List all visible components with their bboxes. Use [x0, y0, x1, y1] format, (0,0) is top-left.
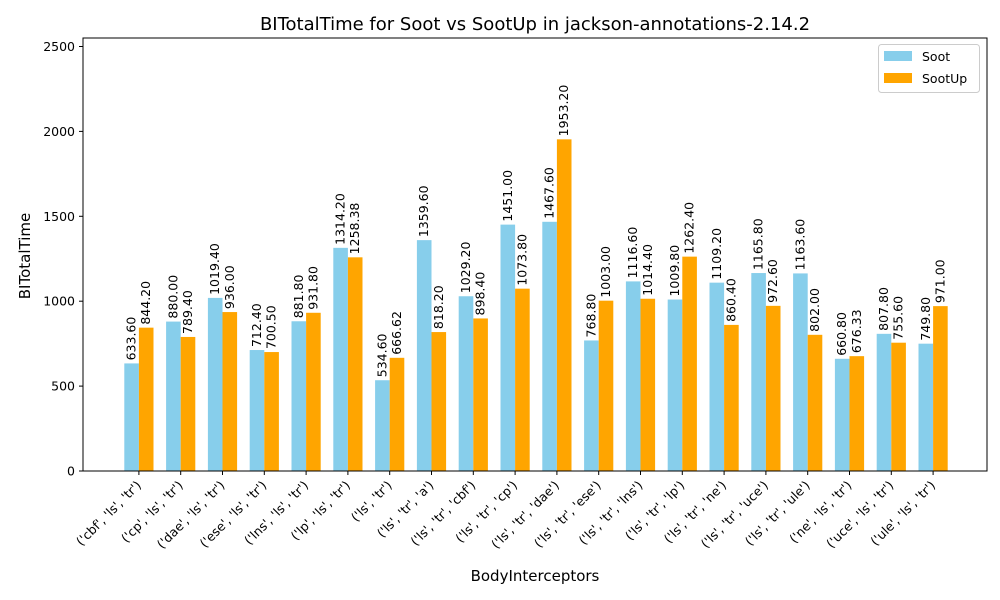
bar-sootup-7 — [431, 332, 447, 471]
bar-soot-0 — [124, 363, 139, 471]
data-label-soot-0: 633.60 — [124, 317, 139, 361]
bar-soot-14 — [709, 282, 725, 471]
data-label-sootup-5: 1258.38 — [347, 203, 362, 255]
bar-soot-16 — [793, 273, 808, 471]
data-label-soot-18: 807.80 — [876, 287, 891, 331]
bar-sootup-8 — [473, 318, 488, 471]
data-label-sootup-18: 755.60 — [891, 296, 906, 340]
bar-sootup-9 — [515, 288, 530, 471]
data-label-sootup-12: 1014.40 — [640, 244, 655, 296]
bar-sootup-15 — [765, 305, 781, 471]
legend-label-sootup: SootUp — [922, 71, 967, 86]
data-label-soot-5: 1314.20 — [333, 193, 348, 245]
data-label-soot-10: 1467.60 — [542, 167, 557, 219]
bar-sootup-2 — [222, 312, 238, 471]
bar-sootup-6 — [389, 357, 405, 471]
data-label-soot-11: 768.80 — [583, 294, 598, 338]
data-label-sootup-11: 1003.00 — [598, 246, 613, 298]
bar-soot-4 — [291, 321, 307, 471]
bar-soot-18 — [876, 333, 892, 471]
bar-soot-19 — [918, 343, 934, 471]
bar-soot-9 — [500, 224, 516, 471]
bar-soot-7 — [416, 240, 432, 471]
chart-title: BITotalTime for Soot vs SootUp in jackso… — [260, 14, 810, 35]
bar-sootup-16 — [807, 334, 823, 471]
data-label-sootup-9: 1073.80 — [514, 234, 529, 286]
bar-soot-10 — [542, 221, 557, 471]
bar-soot-15 — [751, 273, 766, 471]
data-label-soot-3: 712.40 — [249, 303, 264, 347]
bar-soot-12 — [625, 281, 641, 471]
data-label-soot-15: 1165.80 — [751, 218, 766, 270]
bar-sootup-1 — [180, 336, 196, 471]
x-axis-label: BodyInterceptors — [471, 567, 600, 585]
axes-frame — [82, 37, 988, 472]
bar-soot-6 — [375, 380, 390, 471]
data-label-sootup-3: 700.50 — [264, 305, 279, 349]
bar-soot-3 — [249, 350, 265, 471]
data-label-soot-16: 1163.60 — [792, 219, 807, 271]
data-label-soot-6: 534.60 — [374, 333, 389, 377]
data-label-sootup-8: 898.40 — [473, 272, 488, 316]
data-label-sootup-19: 971.00 — [932, 259, 947, 303]
bar-sootup-0 — [138, 327, 154, 471]
data-label-soot-1: 880.00 — [165, 275, 180, 319]
bar-sootup-18 — [891, 342, 906, 471]
data-label-sootup-14: 860.40 — [723, 278, 738, 322]
bar-sootup-17 — [849, 356, 865, 471]
bar-sootup-5 — [347, 257, 363, 471]
y-tick-label-0: 0 — [67, 464, 75, 479]
legend: Soot SootUp — [878, 44, 980, 93]
data-label-sootup-13: 1262.40 — [682, 202, 697, 254]
y-tick-label-4: 2000 — [43, 124, 75, 139]
bar-soot-2 — [207, 297, 223, 471]
data-label-sootup-17: 676.33 — [849, 309, 864, 353]
legend-label-soot: Soot — [922, 49, 950, 64]
y-axis-label: BITotalTime — [16, 213, 34, 299]
plot-area: 633.60 880.00 1019.40 712.40 881.80 1314.20 53… — [43, 37, 988, 551]
bar-sootup-14 — [724, 324, 739, 471]
bar-soot-11 — [584, 340, 599, 471]
bar-soot-17 — [834, 358, 850, 471]
bar-sootup-10 — [556, 139, 572, 471]
bar-sootup-11 — [598, 300, 614, 471]
bar-soot-8 — [458, 296, 474, 471]
data-label-sootup-2: 936.00 — [222, 265, 237, 309]
data-label-sootup-6: 666.62 — [389, 311, 404, 355]
data-label-sootup-7: 818.20 — [431, 285, 446, 329]
bar-soot-13 — [667, 299, 683, 471]
data-label-soot-13: 1009.80 — [667, 245, 682, 297]
data-label-soot-14: 1109.20 — [709, 228, 724, 280]
bar-soot-1 — [166, 321, 181, 471]
bar-sootup-12 — [640, 298, 656, 471]
data-label-sootup-16: 802.00 — [807, 288, 822, 332]
data-label-soot-7: 1359.60 — [416, 185, 431, 237]
bar-sootup-13 — [682, 256, 697, 471]
data-label-soot-8: 1029.20 — [458, 242, 473, 294]
data-label-soot-17: 660.80 — [834, 312, 849, 356]
bar-sootup-4 — [306, 312, 321, 471]
data-label-sootup-10: 1953.20 — [556, 85, 571, 137]
data-label-soot-9: 1451.00 — [500, 170, 515, 222]
data-label-soot-19: 749.80 — [918, 297, 933, 341]
data-label-soot-4: 881.80 — [291, 274, 306, 318]
legend-swatch-sootup — [884, 73, 912, 83]
y-tick-label-3: 1500 — [43, 209, 75, 224]
bar-soot-5 — [333, 247, 348, 471]
data-label-soot-2: 1019.40 — [207, 243, 222, 295]
data-label-sootup-4: 931.80 — [305, 266, 320, 310]
legend-swatch-soot — [884, 51, 912, 61]
data-label-sootup-1: 789.40 — [180, 290, 195, 334]
data-label-soot-12: 1116.60 — [625, 227, 640, 279]
bar-sootup-19 — [933, 306, 948, 471]
y-tick-label-5: 2500 — [43, 39, 75, 54]
data-label-sootup-0: 844.20 — [138, 281, 153, 325]
y-tick-label-1: 500 — [51, 379, 75, 394]
y-tick-label-2: 1000 — [43, 294, 75, 309]
data-label-sootup-15: 972.60 — [765, 259, 780, 303]
bar-sootup-3 — [264, 352, 279, 471]
